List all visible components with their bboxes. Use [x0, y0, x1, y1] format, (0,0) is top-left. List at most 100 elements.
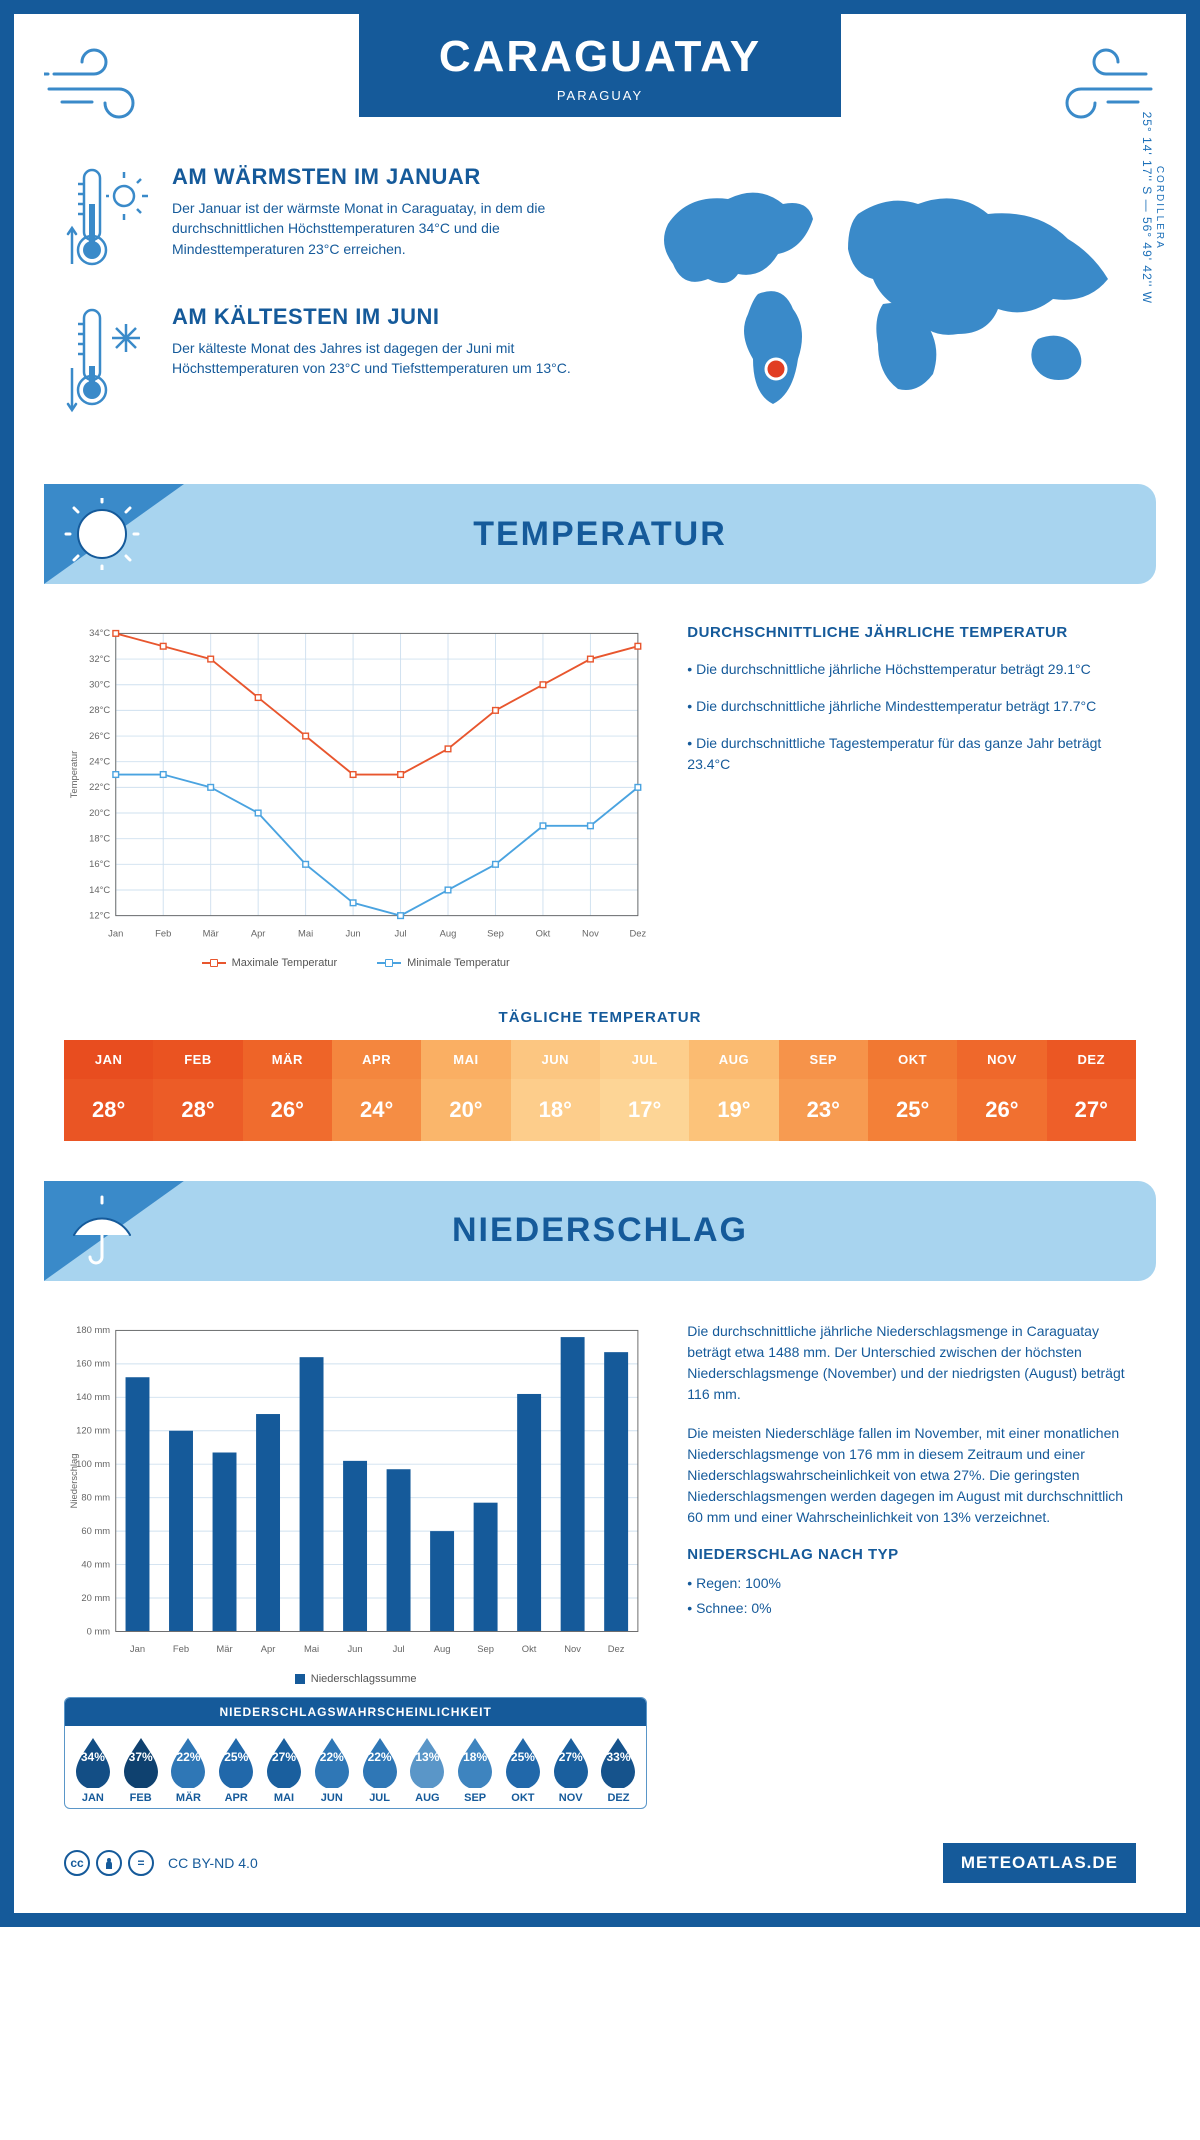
temperature-text: DURCHSCHNITTLICHE JÄHRLICHE TEMPERATUR •…	[687, 624, 1136, 969]
temp-text-heading: DURCHSCHNITTLICHE JÄHRLICHE TEMPERATUR	[687, 624, 1136, 641]
prob-month: MÄR	[165, 1792, 213, 1804]
svg-text:180 mm: 180 mm	[76, 1324, 110, 1335]
svg-text:Dez: Dez	[608, 1643, 625, 1654]
dt-month: AUG	[689, 1040, 778, 1079]
svg-text:Feb: Feb	[155, 927, 171, 938]
prob-cell: 33% DEZ	[595, 1736, 643, 1804]
svg-text:Apr: Apr	[251, 927, 266, 938]
temperature-section: 12°C14°C16°C18°C20°C22°C24°C26°C28°C30°C…	[14, 594, 1186, 999]
dt-month: JUN	[511, 1040, 600, 1079]
legend-max: Maximale Temperatur	[202, 957, 338, 969]
precip-bar-chart: 0 mm20 mm40 mm60 mm80 mm100 mm120 mm140 …	[64, 1321, 647, 1660]
svg-text:22°C: 22°C	[89, 781, 110, 792]
hot-fact: AM WÄRMSTEN IM JANUAR Der Januar ist der…	[64, 164, 580, 274]
coordinates: CORDILLERA 25° 14' 17'' S — 56° 49' 42''…	[1140, 112, 1165, 304]
dt-month: APR	[332, 1040, 421, 1079]
svg-text:28°C: 28°C	[89, 704, 110, 715]
prob-month: AUG	[403, 1792, 451, 1804]
prob-cell: 13% AUG	[403, 1736, 451, 1804]
precipitation-banner: NIEDERSCHLAG	[44, 1181, 1156, 1281]
svg-text:24°C: 24°C	[89, 756, 110, 767]
svg-text:18°C: 18°C	[89, 832, 110, 843]
precipitation-text: Die durchschnittliche jährliche Niedersc…	[687, 1321, 1136, 1809]
temperature-chart: 12°C14°C16°C18°C20°C22°C24°C26°C28°C30°C…	[64, 624, 647, 969]
svg-text:60 mm: 60 mm	[81, 1525, 110, 1536]
prob-cell: 22% JUN	[308, 1736, 356, 1804]
dt-month: JUL	[600, 1040, 689, 1079]
country-subtitle: PARAGUAY	[439, 88, 761, 103]
probability-row: 34% JAN 37% FEB 22%	[65, 1726, 646, 1808]
raindrop-icon: 27%	[263, 1736, 305, 1788]
wind-icon-left	[44, 44, 164, 124]
raindrop-icon: 27%	[550, 1736, 592, 1788]
temp-text-p1: • Die durchschnittliche jährliche Höchst…	[687, 659, 1136, 680]
svg-text:0 mm: 0 mm	[87, 1625, 111, 1636]
svg-text:16°C: 16°C	[89, 858, 110, 869]
hot-fact-text: AM WÄRMSTEN IM JANUAR Der Januar ist der…	[172, 164, 580, 274]
probability-title: NIEDERSCHLAGSWAHRSCHEINLICHKEIT	[65, 1698, 646, 1726]
svg-text:100 mm: 100 mm	[76, 1458, 110, 1469]
temperature-heading: TEMPERATUR	[44, 515, 1156, 554]
svg-text:40 mm: 40 mm	[81, 1558, 110, 1569]
prob-value: 33%	[597, 1750, 639, 1788]
prob-cell: 22% JUL	[356, 1736, 404, 1804]
precipitation-chart: 0 mm20 mm40 mm60 mm80 mm100 mm120 mm140 …	[64, 1321, 647, 1809]
svg-text:80 mm: 80 mm	[81, 1491, 110, 1502]
prob-cell: 27% MAI	[260, 1736, 308, 1804]
legend-precip: Niederschlagssumme	[295, 1673, 417, 1685]
dt-value: 27°	[1047, 1079, 1136, 1141]
prob-value: 34%	[72, 1750, 114, 1788]
cold-fact-body: Der kälteste Monat des Jahres ist dagege…	[172, 338, 580, 379]
dt-month: JAN	[64, 1040, 153, 1079]
raindrop-icon: 33%	[597, 1736, 639, 1788]
svg-text:Jan: Jan	[108, 927, 123, 938]
precip-rain: • Regen: 100%	[687, 1573, 1136, 1594]
raindrop-icon: 18%	[454, 1736, 496, 1788]
dt-value: 24°	[332, 1079, 421, 1141]
svg-text:Feb: Feb	[173, 1643, 189, 1654]
prob-month: MAI	[260, 1792, 308, 1804]
license-text: CC BY-ND 4.0	[168, 1855, 258, 1871]
thermometer-snow-icon	[64, 304, 154, 414]
world-map-panel: CORDILLERA 25° 14' 17'' S — 56° 49' 42''…	[620, 164, 1136, 444]
prob-month: SEP	[451, 1792, 499, 1804]
prob-value: 25%	[502, 1750, 544, 1788]
legend-precip-label: Niederschlagssumme	[311, 1673, 417, 1685]
daily-temp-table: TÄGLICHE TEMPERATUR JANFEBMÄRAPRMAIJUNJU…	[64, 1009, 1136, 1141]
dt-month: NOV	[957, 1040, 1046, 1079]
dt-month: SEP	[779, 1040, 868, 1079]
prob-value: 27%	[550, 1750, 592, 1788]
daily-temp-header-row: JANFEBMÄRAPRMAIJUNJULAUGSEPOKTNOVDEZ	[64, 1040, 1136, 1079]
svg-text:Sep: Sep	[477, 1643, 494, 1654]
cc-icon: cc	[64, 1850, 90, 1876]
svg-text:20 mm: 20 mm	[81, 1592, 110, 1603]
dt-value: 19°	[689, 1079, 778, 1141]
prob-cell: 34% JAN	[69, 1736, 117, 1804]
svg-text:14°C: 14°C	[89, 884, 110, 895]
svg-text:Jul: Jul	[393, 1643, 405, 1654]
dt-value: 23°	[779, 1079, 868, 1141]
title-banner: CARAGUATAY PARAGUAY	[359, 14, 841, 117]
svg-text:30°C: 30°C	[89, 679, 110, 690]
raindrop-icon: 34%	[72, 1736, 114, 1788]
footer: cc = CC BY-ND 4.0 METEOATLAS.DE	[14, 1819, 1186, 1913]
dt-value: 28°	[64, 1079, 153, 1141]
svg-text:Temperatur: Temperatur	[68, 751, 79, 799]
dt-value: 17°	[600, 1079, 689, 1141]
precip-p1: Die durchschnittliche jährliche Niedersc…	[687, 1321, 1136, 1405]
prob-month: JUN	[308, 1792, 356, 1804]
legend-min-label: Minimale Temperatur	[407, 957, 510, 969]
svg-text:Mär: Mär	[203, 927, 219, 938]
raindrop-icon: 25%	[502, 1736, 544, 1788]
dt-month: DEZ	[1047, 1040, 1136, 1079]
prob-month: OKT	[499, 1792, 547, 1804]
prob-value: 22%	[311, 1750, 353, 1788]
svg-text:26°C: 26°C	[89, 730, 110, 741]
legend-min: Minimale Temperatur	[377, 957, 510, 969]
raindrop-icon: 22%	[167, 1736, 209, 1788]
prob-month: DEZ	[595, 1792, 643, 1804]
svg-text:Okt: Okt	[522, 1643, 537, 1654]
svg-text:Dez: Dez	[630, 927, 647, 938]
temp-text-p3: • Die durchschnittliche Tagestemperatur …	[687, 733, 1136, 775]
svg-text:Mär: Mär	[216, 1643, 232, 1654]
